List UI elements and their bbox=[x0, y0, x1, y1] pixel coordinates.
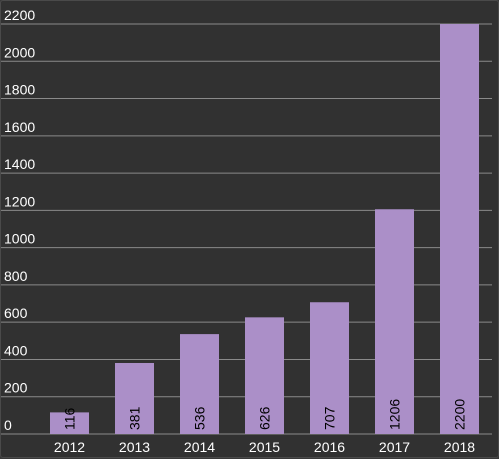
data-label: 536 bbox=[192, 406, 208, 430]
data-label: 707 bbox=[322, 406, 338, 430]
data-label: 116 bbox=[62, 407, 78, 430]
x-tick-label: 2013 bbox=[119, 439, 150, 455]
data-labels: 116 381 536 626 707 1206 2200 bbox=[62, 399, 468, 430]
bar-2012 bbox=[50, 412, 89, 434]
x-tick-label: 2018 bbox=[444, 439, 475, 455]
data-label: 2200 bbox=[452, 399, 468, 430]
bar-2013 bbox=[115, 362, 154, 434]
y-tick-label: 1800 bbox=[4, 82, 35, 98]
x-tick-label: 2012 bbox=[54, 439, 85, 455]
x-tick-label: 2015 bbox=[249, 439, 280, 455]
x-axis-tick-labels: 2012 2013 2014 2015 2016 2017 2018 bbox=[54, 439, 475, 455]
bar-2015 bbox=[245, 317, 284, 434]
bars bbox=[50, 24, 479, 434]
y-axis-tick-labels: 0 200 400 600 800 1000 1200 1400 1600 1800 2000 220… bbox=[4, 7, 35, 433]
y-tick-label: 2200 bbox=[4, 7, 35, 23]
bar-2018 bbox=[440, 24, 479, 434]
x-tick-label: 2014 bbox=[184, 439, 215, 455]
gridlines bbox=[1, 23, 492, 435]
data-label: 381 bbox=[127, 406, 143, 430]
y-tick-label: 1200 bbox=[4, 193, 35, 209]
data-label: 626 bbox=[257, 406, 273, 430]
y-tick-label: 400 bbox=[4, 342, 28, 358]
y-tick-label: 0 bbox=[4, 417, 12, 433]
y-tick-label: 1600 bbox=[4, 119, 35, 135]
y-tick-label: 600 bbox=[4, 305, 28, 321]
bar-2016 bbox=[310, 302, 349, 434]
y-tick-label: 200 bbox=[4, 380, 28, 396]
data-label: 1206 bbox=[387, 399, 403, 430]
y-tick-label: 1400 bbox=[4, 156, 35, 172]
x-tick-label: 2017 bbox=[379, 439, 410, 455]
bar-2014 bbox=[180, 334, 219, 434]
y-tick-label: 1000 bbox=[4, 231, 35, 247]
bar-2017 bbox=[375, 209, 414, 434]
y-tick-label: 800 bbox=[4, 268, 28, 284]
y-tick-label: 2000 bbox=[4, 44, 35, 60]
x-tick-label: 2016 bbox=[314, 439, 345, 455]
